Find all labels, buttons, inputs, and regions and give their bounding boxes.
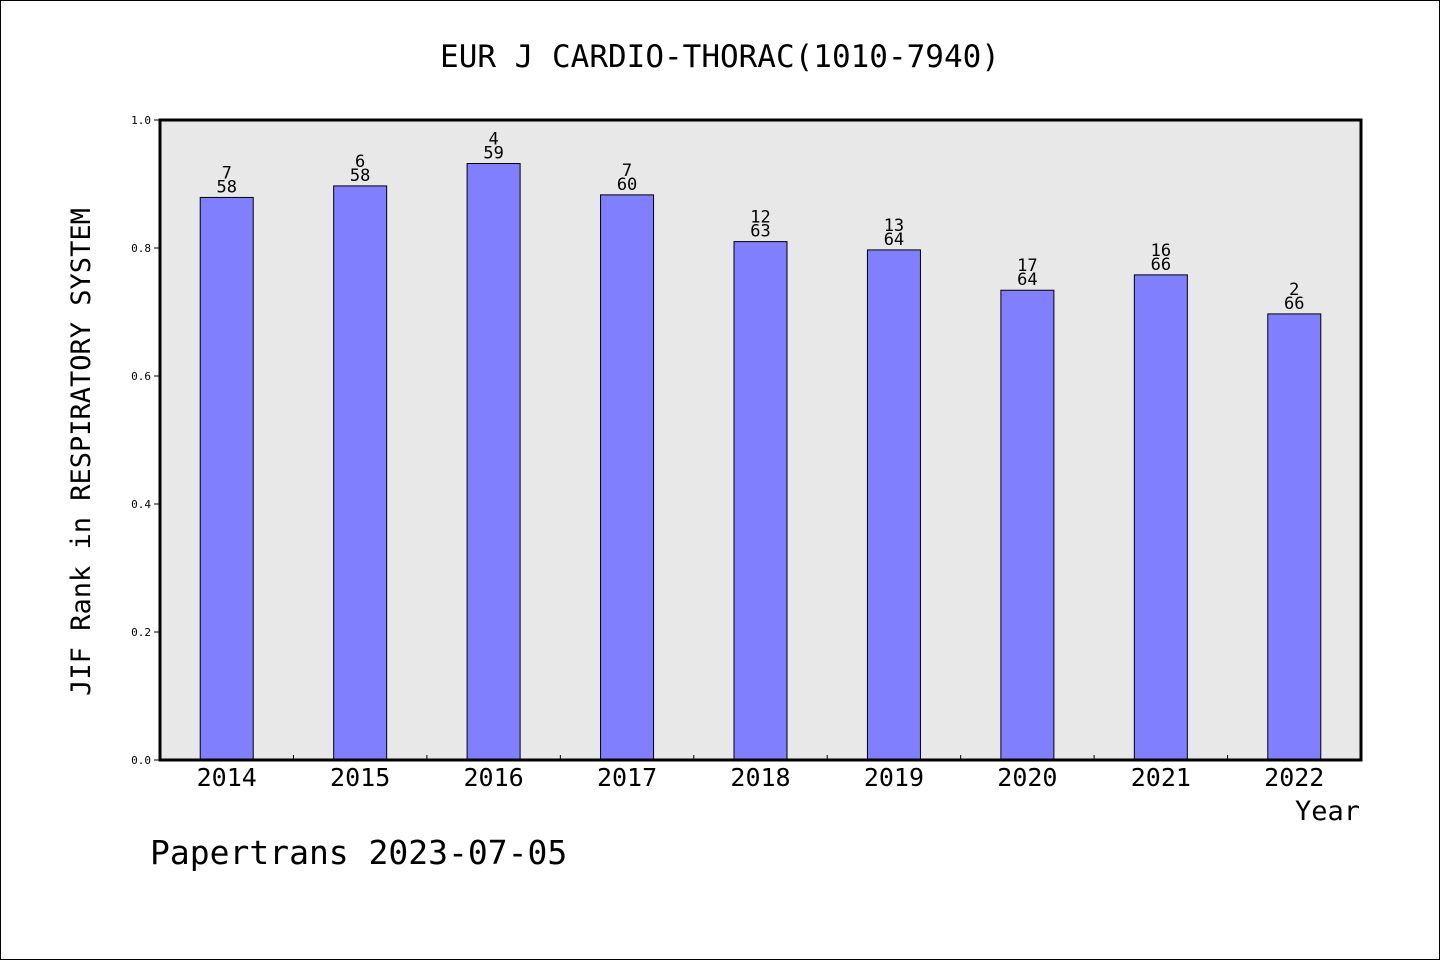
plot-border (158, 118, 1363, 762)
x-tick-label: 2016 (464, 763, 524, 792)
bar-rank-label: 12 (750, 208, 770, 228)
bar-2019 (866, 249, 921, 761)
y-tick-label: 0.4 (131, 498, 151, 511)
y-tick-label: 1.0 (131, 114, 151, 127)
x-tick-label: 2021 (1131, 763, 1191, 792)
bar-rank-label: 17 (1017, 256, 1037, 276)
y-axis: 0.0 0.2 0.4 0.6 0.8 1.0 (131, 114, 160, 767)
y-tick-label: 0.8 (131, 242, 151, 255)
bar-2022 (1267, 313, 1322, 761)
x-tick-label: 2020 (997, 763, 1057, 792)
bar-2017 (600, 194, 655, 761)
bar-total-label: 63 (750, 222, 770, 242)
bar-2016 (466, 163, 521, 761)
bar-rank-label: 6 (355, 152, 365, 172)
bars-group (199, 163, 1322, 761)
bar-total-label: 66 (1151, 255, 1171, 275)
x-axis: 2014 2015 2016 2017 2018 2019 2020 2021 2022 (197, 755, 1324, 792)
bar-2020 (1000, 289, 1055, 761)
y-tick-label: 0.6 (131, 370, 151, 383)
x-tick-label: 2015 (330, 763, 390, 792)
bar-rank-label: 16 (1151, 241, 1171, 261)
x-axis-label: Year (1295, 796, 1360, 827)
x-tick-label: 2018 (730, 763, 790, 792)
x-tick-label: 2022 (1264, 763, 1324, 792)
y-axis-label: JIF Rank in RESPIRATORY SYSTEM (66, 208, 97, 696)
bar-2021 (1133, 274, 1188, 761)
bar-total-label: 66 (1284, 294, 1304, 314)
x-tick-label: 2017 (597, 763, 657, 792)
y-tick-label: 0.0 (131, 754, 151, 767)
x-tick-label: 2019 (864, 763, 924, 792)
bar-total-label: 64 (1017, 270, 1037, 290)
bar-rank-label: 2 (1289, 280, 1299, 300)
x-tick-label: 2014 (197, 763, 257, 792)
bar-total-label: 58 (350, 166, 370, 186)
chart-title: EUR J CARDIO-THORAC(1010-7940) (440, 39, 1000, 75)
footer-credit: Papertrans 2023-07-05 (150, 833, 567, 872)
bar-rank-label: 13 (884, 216, 904, 236)
bar-2014 (199, 196, 254, 761)
bar-total-label: 59 (483, 144, 503, 164)
y-tick-label: 0.2 (131, 626, 151, 639)
bar-total-label: 58 (216, 177, 236, 197)
bar-total-label: 60 (617, 175, 637, 195)
bar-2015 (333, 185, 388, 761)
bar-rank-label: 7 (622, 161, 632, 181)
bar-rank-label: 4 (488, 130, 498, 150)
bar-rank-label: 7 (222, 163, 232, 183)
bar-total-label: 64 (884, 230, 904, 250)
bar-2018 (733, 241, 788, 761)
